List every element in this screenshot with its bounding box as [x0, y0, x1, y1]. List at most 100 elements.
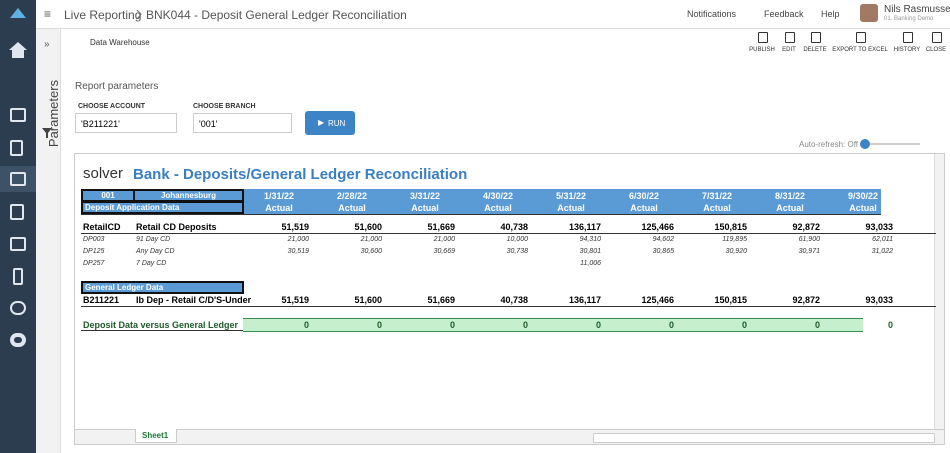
diff-value: 0: [595, 320, 601, 330]
branch-input[interactable]: '001': [193, 113, 292, 133]
breadcrumb: BNK044 - Deposit General Ledger Reconcil…: [146, 8, 407, 22]
column-scenario: Actual: [776, 203, 804, 213]
diff-value: 0: [449, 320, 455, 330]
cell-value: 30,801: [579, 248, 601, 255]
column-date: 9/30/22: [847, 191, 879, 201]
tool-icon[interactable]: [903, 32, 913, 43]
diff-value: 0: [668, 320, 674, 330]
run-label: RUN: [328, 119, 346, 128]
nav-icon[interactable]: [10, 140, 23, 156]
home-icon[interactable]: [9, 42, 27, 58]
tool-label[interactable]: DELETE: [803, 47, 827, 53]
cell-value: 51,669: [427, 222, 455, 232]
row-code: RetailCD: [83, 222, 121, 232]
tool-label[interactable]: EDIT: [782, 47, 796, 53]
row-line: [81, 306, 936, 307]
tool-icon[interactable]: [785, 32, 795, 43]
account-input[interactable]: 'B211221': [75, 113, 177, 133]
nav-icon[interactable]: [10, 172, 26, 186]
nav-icon[interactable]: [10, 333, 26, 347]
logo: [10, 8, 26, 18]
tool-icon[interactable]: [932, 32, 942, 43]
cell-value: 30,669: [433, 248, 455, 255]
row-code: B211221: [83, 295, 120, 305]
expand[interactable]: »: [44, 39, 50, 50]
diff-value: 0: [887, 320, 893, 330]
h-scroll[interactable]: [593, 433, 935, 443]
column-scenario: Actual: [630, 203, 658, 213]
user-name[interactable]: Nils Rasmussen: [884, 4, 950, 15]
tool-icon[interactable]: [758, 32, 768, 43]
column-date: 1/31/22: [263, 191, 295, 201]
column-date: 7/31/22: [701, 191, 733, 201]
nav-icon[interactable]: [10, 237, 26, 251]
diff-band: [243, 318, 863, 332]
nav-icon[interactable]: [10, 301, 26, 315]
tool-label[interactable]: CLOSE: [925, 47, 947, 53]
cell-value: 30,519: [287, 248, 309, 255]
params-title[interactable]: Report parameters: [75, 81, 159, 92]
nav-icon[interactable]: [13, 268, 23, 285]
sheet-tab[interactable]: Sheet1: [135, 429, 177, 443]
column-scenario: Actual: [484, 203, 512, 213]
sheet-name: Sheet1: [142, 431, 169, 440]
cell-value: 150,815: [714, 295, 747, 305]
row-code: DP125: [83, 248, 105, 255]
filter-icon[interactable]: [42, 128, 52, 138]
logo: solver: [83, 165, 124, 182]
play: ▶: [318, 118, 325, 127]
tool-label[interactable]: EXPORT TO EXCEL: [832, 47, 888, 53]
row-name: 91 Day CD: [136, 236, 171, 243]
user-role: 01. Banking Demo: [884, 16, 934, 22]
notifications[interactable]: Notifications: [687, 9, 737, 19]
tool-label[interactable]: HISTORY: [893, 47, 921, 53]
row-name: 7 Day CD: [136, 260, 167, 267]
breadcrumb[interactable]: Live Reporting: [64, 8, 142, 22]
menu[interactable]: ≡: [44, 7, 52, 21]
run-button[interactable]: ▶ RUN: [305, 111, 355, 135]
help[interactable]: Help: [821, 9, 840, 19]
scrollbar[interactable]: [934, 154, 944, 444]
column-date: 2/28/22: [336, 191, 368, 201]
diff-value: 0: [522, 320, 528, 330]
cell-value: 11,006: [580, 260, 601, 267]
data-source[interactable]: Data Warehouse: [90, 38, 150, 47]
toolbar: PUBLISH EDIT DELETE EXPORT TO EXCEL HISTORY C…: [740, 30, 950, 60]
row-line: [81, 233, 936, 234]
cell-value: 51,669: [427, 295, 455, 305]
input-value: 'B211221': [81, 119, 120, 129]
toggle[interactable]: [860, 139, 920, 149]
topbar: ≡ Live Reporting BNK044 - Deposit Genera…: [36, 0, 950, 29]
input-value: '001': [199, 119, 218, 129]
column-scenario: Actual: [557, 203, 585, 213]
knob[interactable]: [860, 139, 870, 149]
diff-line: [81, 330, 243, 331]
cell-value: 21,000: [360, 236, 382, 243]
tool-icon[interactable]: [856, 32, 866, 43]
cell-value: 136,117: [568, 222, 601, 232]
cell-value: 10,000: [506, 236, 528, 243]
cell-value: 40,738: [500, 295, 528, 305]
cell-value: 30,971: [798, 248, 820, 255]
label: CHOOSE ACCOUNT: [78, 103, 146, 110]
nav-icon[interactable]: [10, 204, 24, 220]
column-scenario: Actual: [265, 203, 293, 213]
column-date: 10/3: [916, 191, 934, 201]
tool-label[interactable]: PUBLISH: [749, 47, 775, 53]
row-name: Ib Dep - Retail C/D'S-Under: [136, 295, 252, 305]
auto-refresh: Auto-refresh: Off: [799, 140, 858, 149]
cell-value: 51,519: [281, 222, 309, 232]
cell-value: 125,466: [641, 295, 674, 305]
tool-icon[interactable]: [811, 32, 821, 43]
feedback[interactable]: Feedback: [764, 9, 804, 19]
column-scenario: Actual: [849, 203, 877, 213]
param-panel: » Parameters: [36, 28, 61, 453]
cell-value: 30,738: [506, 248, 528, 255]
avatar[interactable]: [860, 4, 878, 22]
nav-icon[interactable]: [10, 108, 26, 122]
cell-value: 61,900: [798, 236, 820, 243]
diff-value: 0: [814, 320, 820, 330]
diff-value: 0: [303, 320, 309, 330]
cell-value: 30,920: [725, 248, 747, 255]
